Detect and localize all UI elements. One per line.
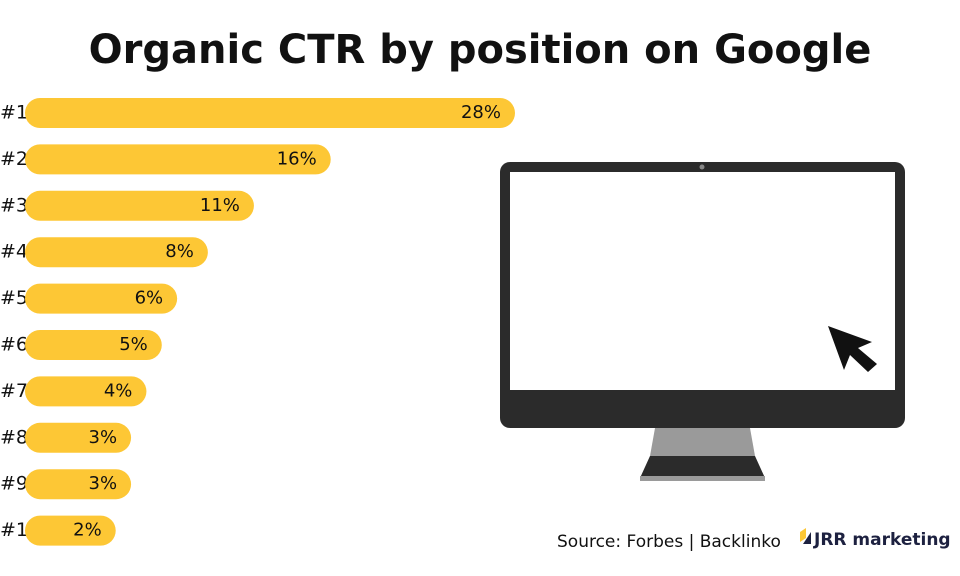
value-label: 3% <box>89 473 118 494</box>
chart-title: Organic CTR by position on Google <box>89 27 872 73</box>
monitor-illustration <box>500 162 905 481</box>
y-tick-label: #8 <box>0 426 28 448</box>
value-label: 3% <box>89 427 118 448</box>
bar <box>25 98 515 128</box>
bar <box>25 515 116 546</box>
value-label: 11% <box>200 195 240 216</box>
bar <box>25 283 178 314</box>
value-label: 4% <box>104 380 133 401</box>
value-label: 16% <box>277 148 317 169</box>
logo-text: JRR marketing <box>813 530 951 550</box>
bar <box>25 144 331 175</box>
value-label: 8% <box>165 241 194 262</box>
value-label: 28% <box>461 102 501 123</box>
y-tick-label: #3 <box>0 194 28 216</box>
logo: JRR marketing <box>800 528 951 550</box>
y-tick-label: #5 <box>0 287 28 309</box>
y-tick-label: #2 <box>0 148 28 170</box>
y-tick-label: #6 <box>0 334 28 356</box>
bar <box>25 237 208 268</box>
y-tick-label: #4 <box>0 241 28 263</box>
value-label: 5% <box>119 334 148 355</box>
value-label: 6% <box>135 288 164 309</box>
bar <box>25 190 254 221</box>
source-note: Source: Forbes | Backlinko <box>557 532 781 552</box>
bar <box>25 376 147 407</box>
bar <box>25 330 162 360</box>
y-tick-label: #7 <box>0 380 28 402</box>
value-label: 2% <box>73 520 102 541</box>
y-tick-label: #9 <box>0 473 28 495</box>
bar <box>25 422 132 453</box>
y-tick-label: #1 <box>0 102 28 124</box>
bar <box>25 469 132 500</box>
